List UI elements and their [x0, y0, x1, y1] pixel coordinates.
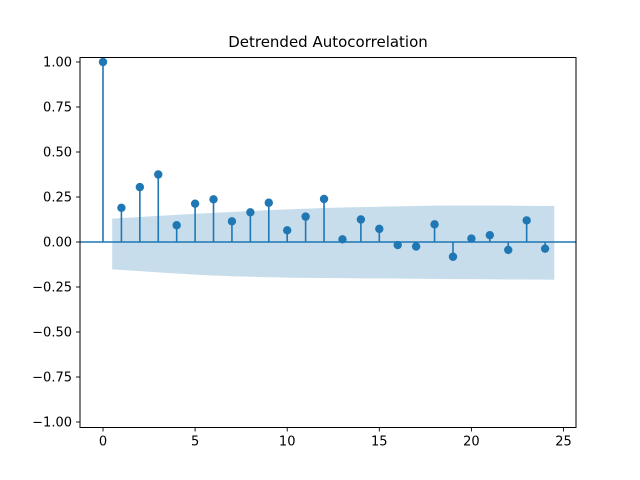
acf-marker: [227, 217, 237, 226]
acf-marker: [448, 252, 458, 261]
acf-marker: [283, 226, 292, 235]
acf-marker: [301, 212, 310, 221]
y-tick-label: −0.75: [32, 371, 72, 386]
acf-marker: [135, 182, 145, 192]
y-tick-label: −1.00: [32, 416, 72, 431]
y-tick-label: −0.25: [32, 281, 72, 296]
acf-marker: [319, 194, 329, 204]
x-tick-label: 20: [463, 435, 480, 450]
axes-layer: 0 5 10 15 20 25 1.00 0.75 0.50 0.25 0.00 −0.25 −0.50…: [32, 56, 577, 450]
chart-title: Detrended Autocorrelation: [228, 33, 428, 51]
acf-marker: [393, 240, 402, 250]
x-tick-label: 10: [279, 435, 296, 450]
acf-marker: [356, 215, 366, 224]
acf-marker: [98, 57, 108, 67]
x-tick-label: 5: [191, 435, 199, 450]
acf-marker: [172, 221, 181, 230]
axes-spines: [79, 57, 577, 428]
acf-marker: [117, 203, 126, 212]
y-tick-label: 0.25: [43, 191, 72, 206]
acf-marker: [264, 198, 273, 207]
y-tick-label: 0.50: [43, 146, 72, 161]
stem-data-layer: [80, 57, 576, 261]
acf-marker: [154, 170, 163, 179]
acf-marker: [522, 216, 531, 225]
acf-marker: [540, 244, 550, 253]
acf-marker: [209, 195, 218, 204]
y-tick-label: 1.00: [43, 56, 72, 71]
acf-marker: [411, 242, 421, 251]
acf-marker: [485, 230, 495, 240]
x-tick-label: 25: [555, 435, 572, 450]
acf-marker: [190, 199, 200, 208]
acf-marker: [338, 235, 347, 244]
acf-marker: [375, 224, 384, 234]
acf-marker: [467, 234, 476, 243]
x-tick-label: 0: [99, 435, 107, 450]
y-tick-label: −0.50: [32, 326, 72, 341]
acf-marker: [504, 245, 513, 255]
y-tick-label: 0.75: [43, 101, 72, 116]
x-tick-label: 15: [371, 435, 388, 450]
acf-marker: [246, 208, 255, 217]
acf-marker: [430, 220, 439, 229]
y-tick-label: 0.00: [43, 236, 72, 251]
